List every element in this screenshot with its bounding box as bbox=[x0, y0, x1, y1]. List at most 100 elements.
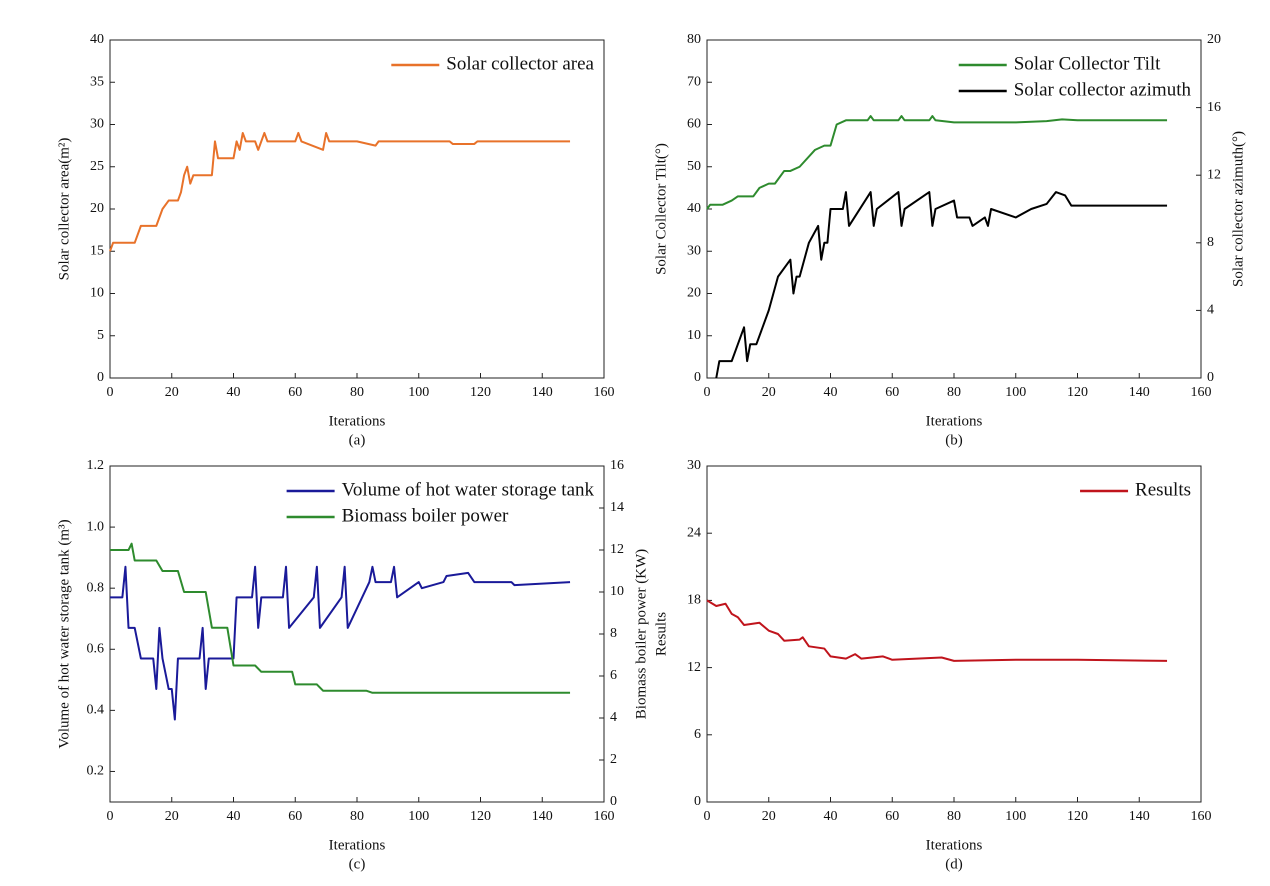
y-tick-label: 0 bbox=[694, 794, 701, 809]
y-tick-label: 30 bbox=[90, 117, 104, 132]
data-line bbox=[706, 115, 1168, 210]
x-tick-label: 140 bbox=[532, 809, 553, 824]
x-tick-label: 100 bbox=[1005, 385, 1026, 400]
x-tick-label: 140 bbox=[1129, 385, 1150, 400]
x-tick-label: 100 bbox=[1005, 809, 1026, 824]
y-tick-label: 20 bbox=[90, 201, 104, 216]
legend-label: Biomass boiler power bbox=[342, 505, 509, 526]
caption: (b) bbox=[945, 432, 963, 448]
y-tick-label: 6 bbox=[694, 727, 701, 742]
y2-tick-label: 20 bbox=[1207, 32, 1221, 47]
x-tick-label: 0 bbox=[107, 809, 114, 824]
y-tick-label: 50 bbox=[687, 159, 701, 174]
x-tick-label: 40 bbox=[227, 385, 241, 400]
x-tick-label: 160 bbox=[594, 385, 615, 400]
y2-tick-label: 10 bbox=[610, 584, 624, 599]
y-axis-label: Volume of hot water storage tank (m³) bbox=[56, 519, 72, 748]
y2-tick-label: 4 bbox=[610, 710, 617, 725]
x-tick-label: 100 bbox=[408, 809, 429, 824]
legend-label: Results bbox=[1135, 479, 1191, 500]
x-tick-label: 80 bbox=[947, 809, 961, 824]
y-tick-label: 12 bbox=[687, 660, 701, 675]
legend-label: Solar collector azimuth bbox=[1014, 79, 1192, 100]
legend-label: Solar collector area bbox=[446, 53, 594, 74]
y-tick-label: 0 bbox=[97, 370, 104, 385]
y-tick-label: 40 bbox=[90, 32, 104, 47]
x-tick-label: 0 bbox=[704, 809, 711, 824]
y-tick-label: 15 bbox=[90, 243, 104, 258]
y-tick-label: 60 bbox=[687, 117, 701, 132]
y-tick-label: 10 bbox=[90, 286, 104, 301]
x-tick-label: 80 bbox=[350, 385, 364, 400]
x-tick-label: 80 bbox=[947, 385, 961, 400]
x-tick-label: 120 bbox=[470, 385, 491, 400]
x-tick-label: 40 bbox=[227, 809, 241, 824]
data-line bbox=[715, 191, 1168, 379]
caption: (d) bbox=[945, 856, 963, 872]
x-tick-label: 80 bbox=[350, 809, 364, 824]
y-tick-label: 70 bbox=[687, 74, 701, 89]
x-tick-label: 140 bbox=[1129, 809, 1150, 824]
x-tick-label: 0 bbox=[704, 385, 711, 400]
caption: (c) bbox=[349, 856, 366, 872]
x-tick-label: 40 bbox=[824, 809, 838, 824]
x-tick-label: 20 bbox=[165, 385, 179, 400]
y-tick-label: 0.2 bbox=[87, 764, 105, 779]
y-tick-label: 0.4 bbox=[87, 703, 105, 718]
x-tick-label: 0 bbox=[107, 385, 114, 400]
data-line bbox=[706, 599, 1168, 662]
y2-tick-label: 16 bbox=[1207, 100, 1221, 115]
y-tick-label: 30 bbox=[687, 243, 701, 258]
y2-tick-label: 8 bbox=[1207, 235, 1214, 250]
data-line bbox=[110, 565, 571, 721]
x-tick-label: 60 bbox=[288, 809, 302, 824]
y-tick-label: 20 bbox=[687, 286, 701, 301]
y2-tick-label: 0 bbox=[610, 794, 617, 809]
y-tick-label: 1.0 bbox=[87, 519, 105, 534]
y2-tick-label: 4 bbox=[1207, 303, 1214, 318]
plot-frame bbox=[109, 39, 605, 379]
x-tick-label: 120 bbox=[1067, 809, 1088, 824]
y2-tick-label: 2 bbox=[610, 752, 617, 767]
y-tick-label: 25 bbox=[90, 159, 104, 174]
y-tick-label: 40 bbox=[687, 201, 701, 216]
y-tick-label: 30 bbox=[687, 458, 701, 473]
y2-tick-label: 12 bbox=[610, 542, 624, 557]
y-tick-label: 0 bbox=[694, 370, 701, 385]
x-tick-label: 20 bbox=[762, 809, 776, 824]
y2-axis-label: Solar collector azimuth(°) bbox=[1230, 131, 1246, 287]
y2-tick-label: 8 bbox=[610, 626, 617, 641]
y-tick-label: 1.2 bbox=[87, 458, 105, 473]
y-axis-label: Solar Collector Tilt(°) bbox=[653, 143, 669, 275]
y2-tick-label: 6 bbox=[610, 668, 617, 683]
x-tick-label: 60 bbox=[885, 809, 899, 824]
x-tick-label: 100 bbox=[408, 385, 429, 400]
y-axis-label: Solar collector area(m²) bbox=[56, 138, 72, 281]
y-axis-label: Results bbox=[653, 612, 669, 656]
plot-frame bbox=[706, 465, 1202, 803]
x-tick-label: 120 bbox=[470, 809, 491, 824]
x-tick-label: 20 bbox=[762, 385, 776, 400]
x-axis-label: Iterations bbox=[926, 837, 983, 853]
y-tick-label: 18 bbox=[687, 593, 701, 608]
y2-tick-label: 12 bbox=[1207, 167, 1221, 182]
x-tick-label: 120 bbox=[1067, 385, 1088, 400]
y-tick-label: 0.8 bbox=[87, 580, 105, 595]
x-tick-label: 160 bbox=[594, 809, 615, 824]
x-tick-label: 60 bbox=[288, 385, 302, 400]
legend-label: Volume of hot water storage tank bbox=[342, 479, 595, 500]
x-tick-label: 160 bbox=[1191, 809, 1212, 824]
data-line bbox=[110, 542, 571, 694]
y2-tick-label: 14 bbox=[610, 500, 624, 515]
caption: (a) bbox=[349, 432, 366, 448]
x-tick-label: 20 bbox=[165, 809, 179, 824]
y-tick-label: 24 bbox=[687, 525, 701, 540]
x-axis-label: Iterations bbox=[329, 837, 386, 853]
x-tick-label: 40 bbox=[824, 385, 838, 400]
x-tick-label: 160 bbox=[1191, 385, 1212, 400]
data-line bbox=[109, 131, 571, 252]
x-axis-label: Iterations bbox=[926, 413, 983, 429]
y2-tick-label: 0 bbox=[1207, 370, 1214, 385]
y2-tick-label: 16 bbox=[610, 458, 624, 473]
